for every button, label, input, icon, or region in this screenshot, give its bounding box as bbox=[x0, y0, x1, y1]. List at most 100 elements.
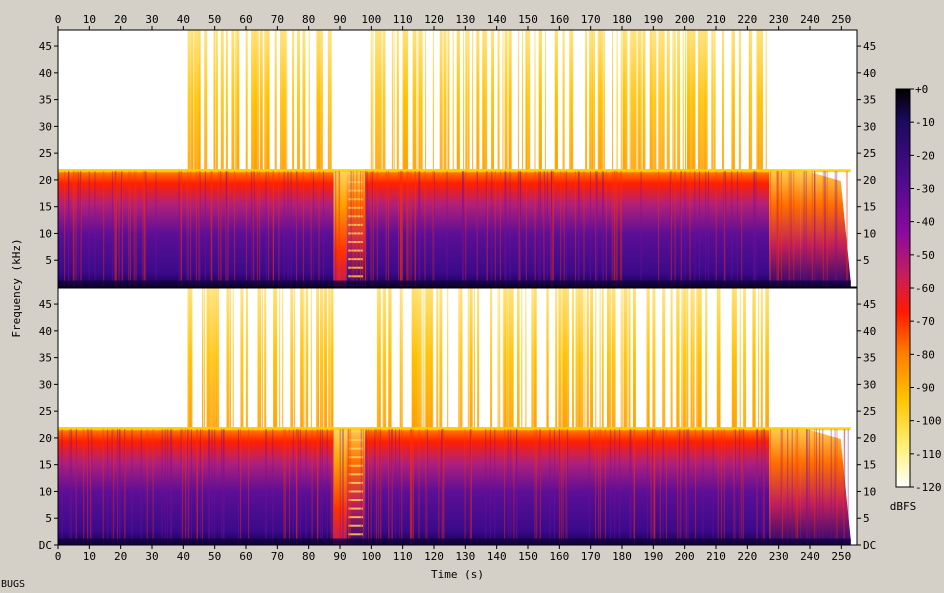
transient-streak bbox=[753, 171, 755, 288]
transient-streak bbox=[164, 429, 166, 546]
transient-streak bbox=[251, 171, 253, 288]
hf-transient bbox=[206, 288, 209, 428]
transient-streak bbox=[406, 171, 408, 288]
y-tick-label-left: 20 bbox=[39, 174, 52, 187]
transient-streak bbox=[654, 429, 656, 546]
transient-streak bbox=[516, 429, 517, 546]
transient-streak bbox=[560, 171, 562, 288]
x-tick-label-top: 0 bbox=[55, 13, 62, 26]
hf-transient bbox=[319, 30, 320, 170]
transient-streak bbox=[365, 171, 367, 288]
transient-streak bbox=[588, 429, 590, 546]
x-tick-label-bottom: 60 bbox=[239, 550, 252, 563]
transient-streak bbox=[408, 171, 410, 288]
hf-transient bbox=[376, 30, 379, 170]
transient-streak bbox=[505, 171, 507, 288]
spectrum-block bbox=[769, 169, 801, 287]
hf-transient bbox=[718, 288, 721, 428]
hf-transient bbox=[383, 288, 385, 428]
hf-transient bbox=[467, 288, 469, 428]
hf-transient bbox=[504, 288, 507, 428]
hf-transient bbox=[608, 288, 612, 428]
hf-transient bbox=[436, 288, 439, 428]
hf-transient bbox=[260, 288, 262, 428]
transient-streak bbox=[650, 429, 652, 546]
transient-streak bbox=[720, 429, 722, 546]
hf-transient bbox=[691, 30, 695, 170]
cutoff-edge bbox=[186, 169, 334, 173]
y-tick-label-right: 40 bbox=[863, 67, 876, 80]
hf-transient bbox=[230, 288, 231, 428]
spectrum-segment bbox=[769, 427, 802, 546]
hf-transient bbox=[620, 288, 622, 428]
hf-transient bbox=[195, 30, 199, 170]
hf-transient bbox=[213, 30, 216, 170]
hf-transient bbox=[629, 30, 631, 170]
transient-streak bbox=[83, 429, 85, 546]
hf-transient bbox=[257, 30, 259, 170]
y-tick-label-right: 15 bbox=[863, 459, 876, 472]
hf-transient bbox=[439, 288, 443, 428]
hf-transient bbox=[324, 288, 327, 428]
transient-streak bbox=[633, 429, 635, 546]
transient-streak bbox=[543, 171, 545, 288]
transient-streak bbox=[567, 429, 569, 546]
transient-streak bbox=[539, 429, 541, 546]
transient-streak bbox=[414, 171, 416, 288]
y-tick-label-left: 40 bbox=[39, 67, 52, 80]
transient-streak bbox=[797, 429, 799, 546]
hf-transient bbox=[476, 30, 480, 170]
transient-streak bbox=[399, 171, 401, 288]
cutoff-edge bbox=[58, 169, 187, 173]
transient-streak bbox=[418, 429, 420, 546]
hf-transient bbox=[226, 288, 228, 428]
hf-transient bbox=[396, 30, 399, 170]
hf-transient bbox=[522, 30, 523, 170]
hf-transient bbox=[382, 288, 384, 428]
hf-transient bbox=[525, 288, 527, 428]
transient-streak bbox=[223, 429, 225, 546]
hf-transient bbox=[682, 288, 685, 428]
transient-streak bbox=[199, 429, 201, 546]
hf-transient bbox=[459, 288, 463, 428]
spectrum-block bbox=[333, 169, 347, 287]
y-tick-label-left: 10 bbox=[39, 485, 52, 498]
transient-streak bbox=[195, 171, 197, 288]
transient-streak bbox=[391, 429, 393, 546]
transient-streak bbox=[119, 429, 121, 546]
cutoff-edge bbox=[800, 169, 851, 173]
x-tick-label-bottom: 220 bbox=[737, 550, 757, 563]
transient-streak bbox=[613, 171, 615, 288]
transient-streak bbox=[335, 171, 337, 288]
transient-streak bbox=[388, 171, 389, 288]
transient-streak bbox=[218, 171, 220, 288]
hf-transient bbox=[687, 30, 690, 170]
hf-transient bbox=[590, 288, 593, 428]
hf-transient bbox=[625, 288, 628, 428]
hf-transient bbox=[563, 288, 564, 428]
hf-transient bbox=[401, 288, 403, 428]
transient-streak bbox=[220, 171, 222, 288]
x-tick-label-top: 120 bbox=[424, 13, 444, 26]
hf-transient bbox=[517, 30, 519, 170]
hf-transient bbox=[558, 288, 562, 428]
y-tick-label-left: 35 bbox=[39, 352, 52, 365]
transient-streak bbox=[705, 171, 707, 288]
transient-streak bbox=[311, 429, 313, 546]
hf-transient bbox=[517, 288, 520, 428]
transient-streak bbox=[550, 171, 552, 288]
spectrum-block bbox=[58, 427, 187, 545]
channel-panel-1 bbox=[57, 29, 858, 288]
transient-streak bbox=[349, 429, 351, 546]
transient-streak bbox=[265, 429, 267, 546]
hf-transient bbox=[189, 288, 192, 428]
transient-streak bbox=[144, 171, 146, 288]
transient-streak bbox=[171, 429, 173, 546]
transient-streak bbox=[410, 429, 412, 546]
hf-transient bbox=[414, 288, 418, 428]
transient-streak bbox=[621, 171, 623, 288]
transient-streak bbox=[371, 171, 373, 288]
transient-streak bbox=[72, 171, 74, 288]
harmonic-band bbox=[348, 198, 364, 201]
hf-transient bbox=[601, 288, 603, 428]
